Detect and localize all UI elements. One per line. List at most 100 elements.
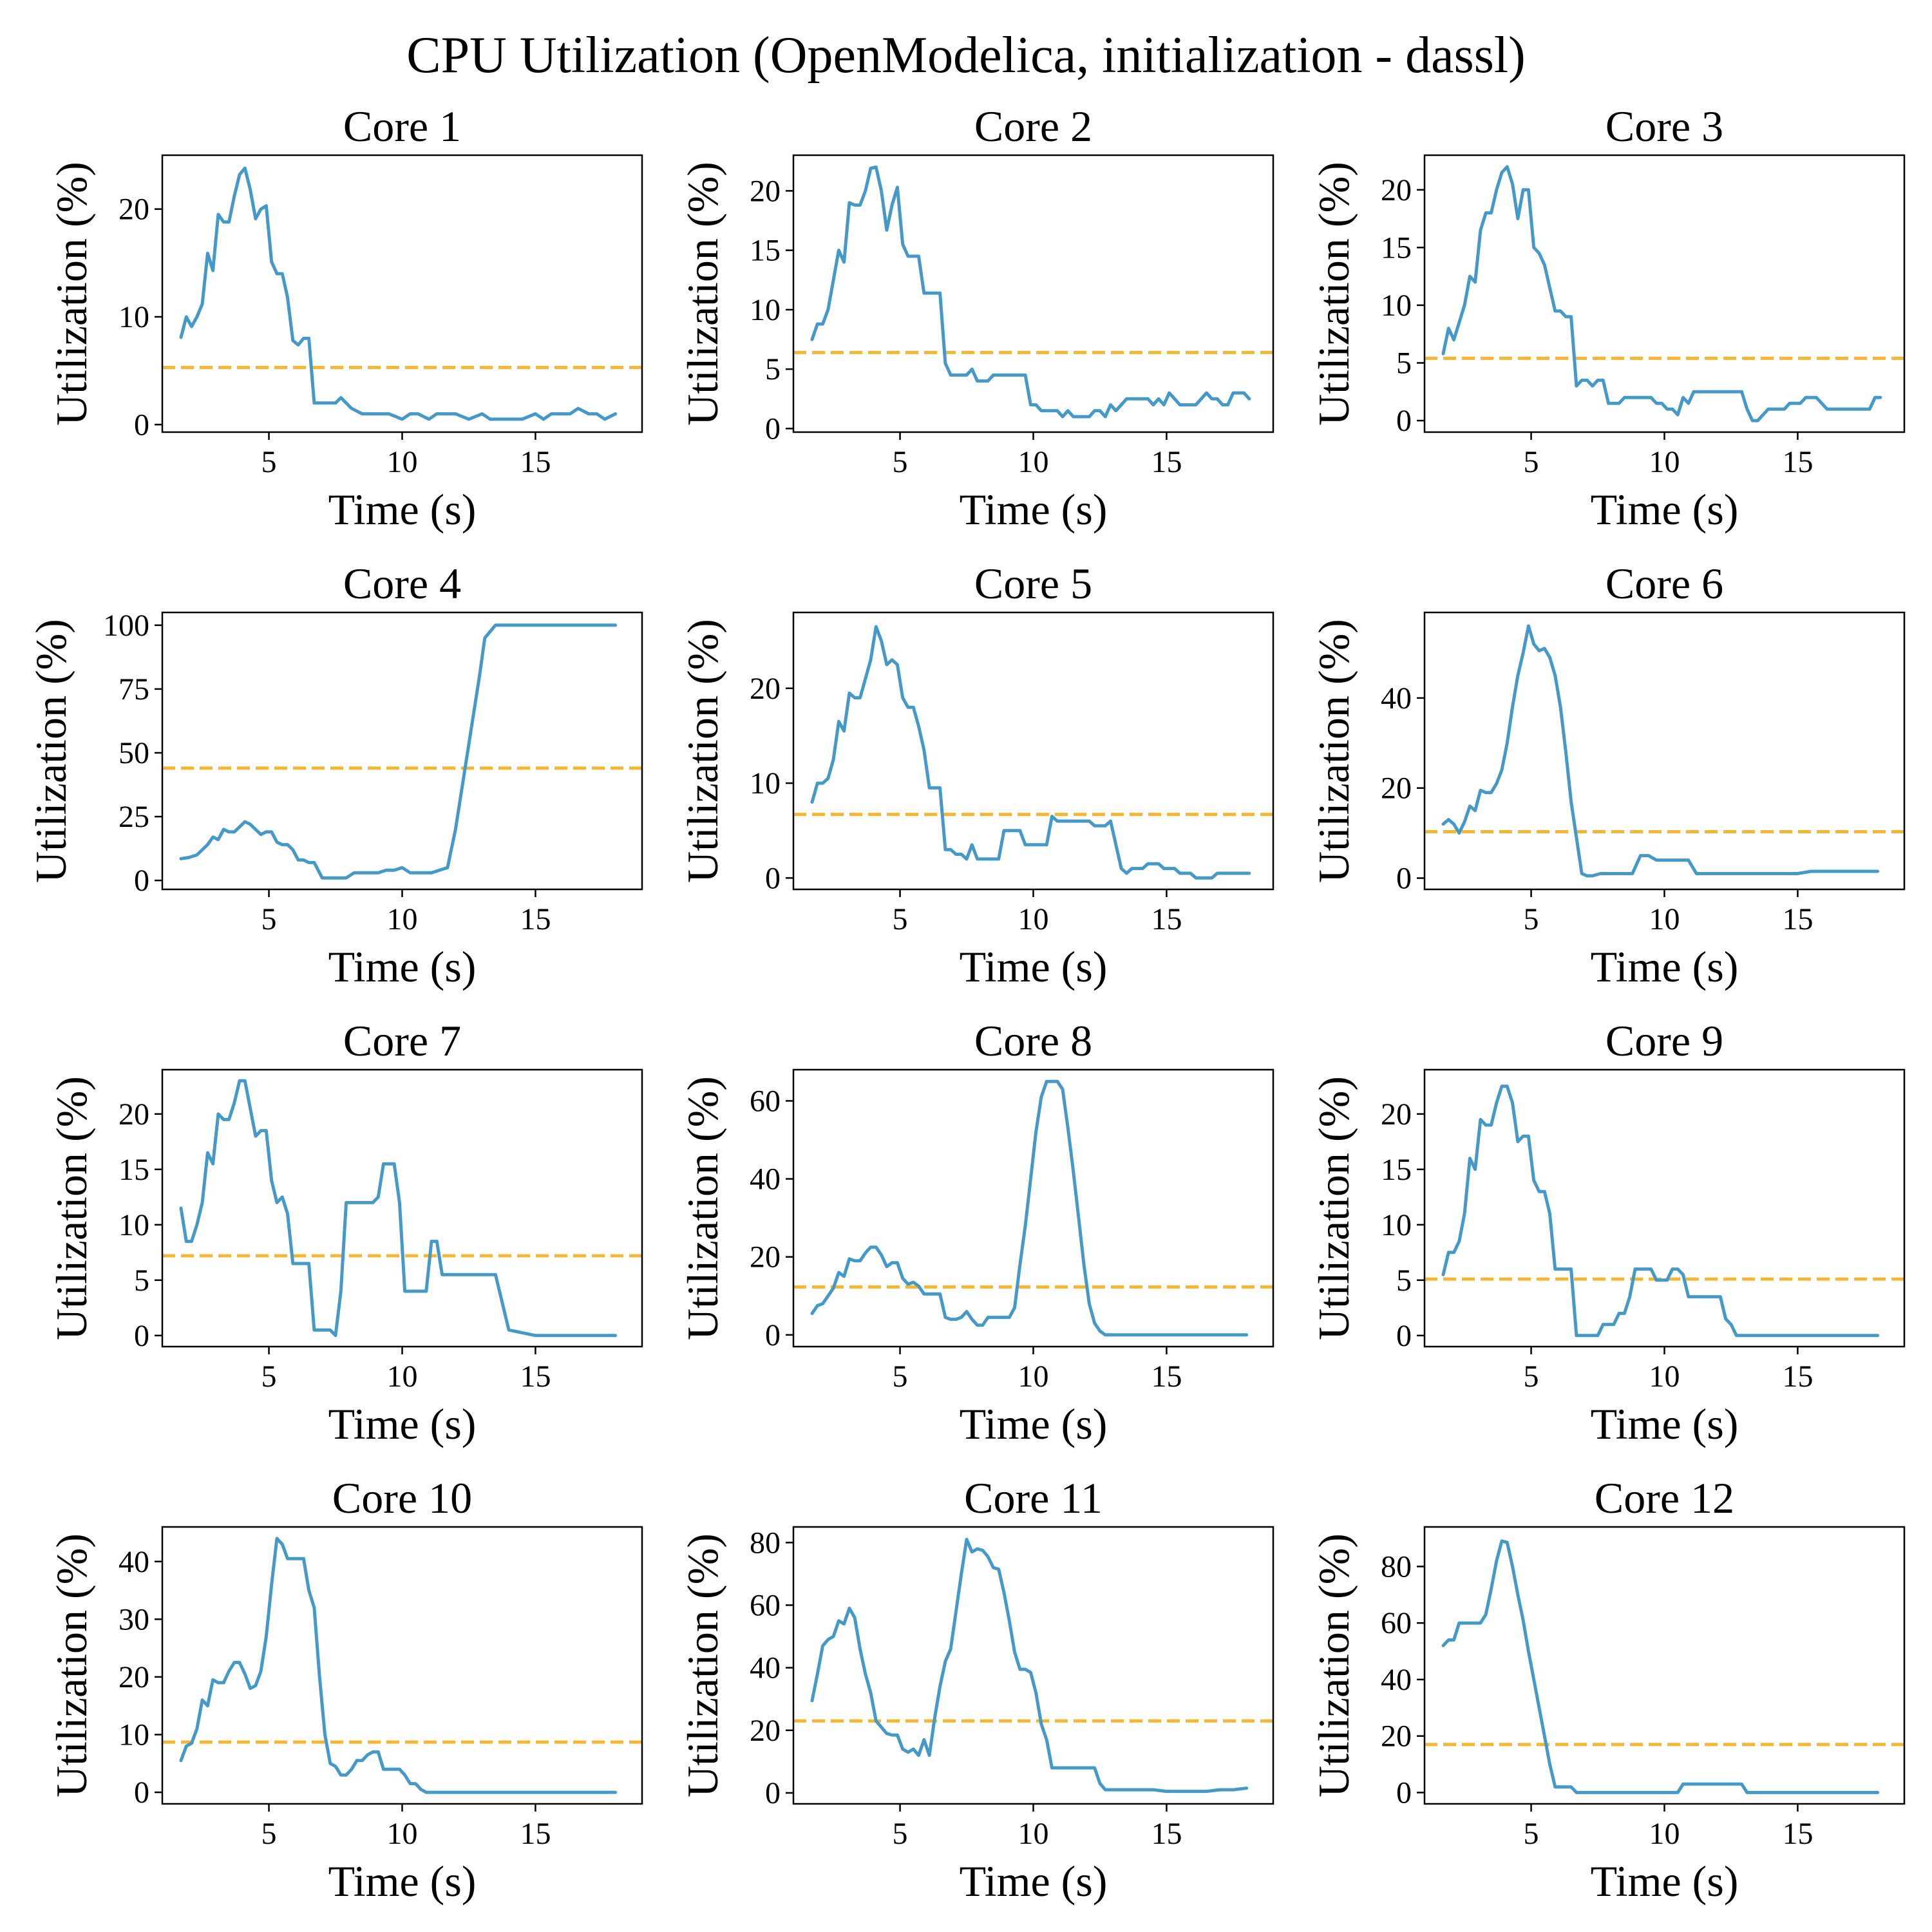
x-tick-label: 5 xyxy=(893,1359,908,1394)
y-tick-label: 20 xyxy=(750,1714,781,1748)
x-tick-label: 5 xyxy=(261,445,277,479)
x-tick-label: 15 xyxy=(520,902,551,936)
y-tick-label: 5 xyxy=(134,1264,149,1298)
subplot-core-9: Core 9 5 10 15 0 5 10 15 20 Time (s) Utilization (… xyxy=(1309,1016,1906,1448)
y-axis-label: Utilization (%) xyxy=(678,162,727,426)
y-tick-label: 80 xyxy=(750,1526,781,1560)
y-tick-label: 20 xyxy=(750,1240,781,1274)
subplot-title: Core 6 xyxy=(1605,559,1723,608)
subplot-core-7: Core 7 5 10 15 0 5 10 15 20 Time (s) Utilization (… xyxy=(47,1016,643,1448)
utilization-line xyxy=(1441,165,1882,422)
figure-title: CPU Utilization (OpenModelica, initializ… xyxy=(406,27,1525,84)
y-tick-label: 40 xyxy=(1381,681,1412,715)
x-axis-label: Time (s) xyxy=(1591,485,1739,534)
x-tick-label: 10 xyxy=(1649,1359,1680,1394)
y-tick-label: 20 xyxy=(118,1660,149,1694)
y-axis-label: Utilization (%) xyxy=(1309,162,1358,426)
utilization-line xyxy=(179,166,618,421)
y-tick-label: 40 xyxy=(118,1545,149,1579)
x-tick-label: 15 xyxy=(1151,1359,1182,1394)
y-tick-label: 10 xyxy=(118,1208,149,1242)
x-tick-label: 5 xyxy=(1524,902,1539,936)
y-tick-label: 40 xyxy=(750,1162,781,1197)
x-axis-label: Time (s) xyxy=(960,1399,1108,1448)
utilization-line xyxy=(810,1079,1249,1337)
y-tick-label: 80 xyxy=(1381,1549,1412,1584)
y-tick-label: 0 xyxy=(765,861,781,895)
y-axis-label: Utilization (%) xyxy=(47,1533,96,1797)
y-axis-label: Utilization (%) xyxy=(47,1076,96,1340)
utilization-line xyxy=(1441,624,1880,878)
subplot-title: Core 2 xyxy=(974,102,1092,151)
y-tick-label: 10 xyxy=(1381,1208,1412,1242)
subplot-core-4: Core 4 5 10 15 0 25 50 75 100 Time (s) Utilization… xyxy=(26,559,643,991)
x-tick-label: 10 xyxy=(387,902,418,936)
y-tick-label: 0 xyxy=(765,1318,781,1352)
x-axis-label: Time (s) xyxy=(1591,1857,1739,1906)
subplot-core-10: Core 10 5 10 15 0 10 20 30 40 Time (s) Utilization… xyxy=(47,1473,643,1906)
y-tick-label: 5 xyxy=(1396,1264,1412,1298)
x-tick-label: 15 xyxy=(1782,445,1813,479)
y-tick-label: 20 xyxy=(1381,1719,1412,1754)
y-tick-label: 20 xyxy=(1381,1097,1412,1132)
y-tick-label: 15 xyxy=(1381,1153,1412,1187)
y-axis-label: Utilization (%) xyxy=(678,1533,727,1797)
y-tick-label: 100 xyxy=(103,609,149,643)
x-tick-label: 5 xyxy=(893,902,908,936)
x-tick-label: 10 xyxy=(1018,1817,1049,1851)
x-tick-label: 15 xyxy=(1782,902,1813,936)
y-tick-label: 20 xyxy=(118,1097,149,1132)
x-tick-label: 5 xyxy=(261,1817,277,1851)
y-axis-label: Utilization (%) xyxy=(26,619,75,883)
y-tick-label: 60 xyxy=(1381,1606,1412,1640)
x-tick-label: 10 xyxy=(387,445,418,479)
subplot-title: Core 7 xyxy=(343,1016,461,1065)
y-tick-label: 40 xyxy=(1381,1663,1412,1697)
y-tick-label: 10 xyxy=(1381,289,1412,323)
y-tick-label: 20 xyxy=(1381,772,1412,806)
y-tick-label: 0 xyxy=(765,1776,781,1810)
subplot-title: Core 3 xyxy=(1605,102,1723,151)
subplot-title: Core 11 xyxy=(964,1473,1103,1522)
y-tick-label: 10 xyxy=(118,1718,149,1752)
subplot-core-1: Core 1 5 10 15 0 10 20 Time (s) Utilization (%) xyxy=(47,102,643,534)
subplot-title: Core 9 xyxy=(1605,1016,1723,1065)
y-tick-label: 5 xyxy=(765,352,781,386)
subplot-core-5: Core 5 5 10 15 0 10 20 Time (s) Utilization (%) xyxy=(678,559,1274,991)
y-tick-label: 20 xyxy=(118,193,149,227)
x-tick-label: 5 xyxy=(261,1359,277,1394)
utilization-line xyxy=(810,625,1251,880)
subplot-core-2: Core 2 5 10 15 0 5 10 15 20 Time (s) Utilization (… xyxy=(678,102,1274,534)
x-tick-label: 5 xyxy=(1524,1359,1539,1394)
y-axis-label: Utilization (%) xyxy=(1309,619,1358,883)
x-tick-label: 15 xyxy=(1782,1817,1813,1851)
y-tick-label: 0 xyxy=(134,408,149,442)
x-tick-label: 10 xyxy=(1649,1817,1680,1851)
x-axis-label: Time (s) xyxy=(960,942,1108,991)
x-axis-label: Time (s) xyxy=(1591,1399,1739,1448)
utilization-line xyxy=(810,166,1251,419)
x-tick-label: 15 xyxy=(520,1817,551,1851)
x-tick-label: 10 xyxy=(1018,902,1049,936)
subplot-title: Core 8 xyxy=(974,1016,1092,1065)
y-axis-label: Utilization (%) xyxy=(1309,1533,1358,1797)
x-tick-label: 5 xyxy=(893,445,908,479)
x-tick-label: 15 xyxy=(1151,1817,1182,1851)
y-tick-label: 0 xyxy=(1396,404,1412,438)
x-axis-label: Time (s) xyxy=(328,942,477,991)
x-tick-label: 15 xyxy=(1151,445,1182,479)
x-axis-label: Time (s) xyxy=(1591,942,1739,991)
subplot-title: Core 4 xyxy=(343,559,461,608)
y-tick-label: 0 xyxy=(1396,1776,1412,1810)
subplot-core-11: Core 11 5 10 15 0 20 40 60 80 Time (s) Utilization… xyxy=(678,1473,1274,1906)
utilization-line xyxy=(179,1079,618,1338)
y-tick-label: 25 xyxy=(118,800,149,834)
x-tick-label: 10 xyxy=(387,1817,418,1851)
x-tick-label: 5 xyxy=(1524,445,1539,479)
y-axis-label: Utilization (%) xyxy=(1309,1076,1358,1340)
x-axis-label: Time (s) xyxy=(960,485,1108,534)
y-tick-label: 0 xyxy=(1396,1319,1412,1353)
utilization-line xyxy=(1441,1539,1880,1794)
y-tick-label: 20 xyxy=(1381,173,1412,207)
